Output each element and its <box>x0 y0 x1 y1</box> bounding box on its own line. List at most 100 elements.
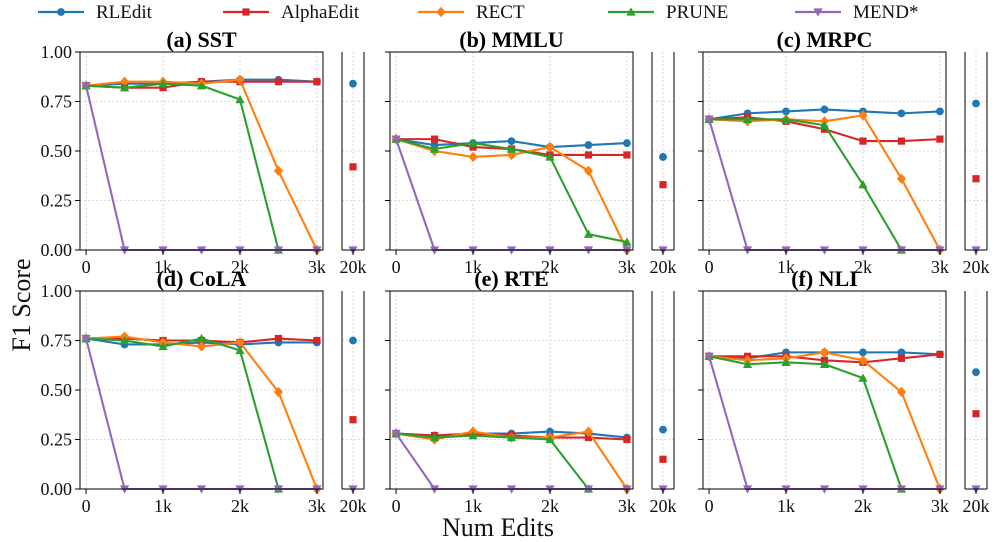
data-point-20k <box>972 410 980 418</box>
legend-label: PRUNE <box>666 2 728 23</box>
data-point <box>391 135 401 144</box>
data-point <box>781 357 791 366</box>
x-tick-label: 0 <box>82 257 91 277</box>
data-point-20k <box>349 163 357 171</box>
data-point <box>622 237 632 246</box>
x-tick-label: 2k <box>854 257 872 277</box>
x-tick-label: 0 <box>705 496 714 516</box>
data-point <box>623 151 631 159</box>
data-point <box>545 434 555 444</box>
x-tick-label: 0 <box>392 496 401 516</box>
x-tick-label: 0 <box>392 257 401 277</box>
x-axis-title: Num Edits <box>442 513 554 542</box>
x-tick-label: 0 <box>705 257 714 277</box>
data-point <box>859 137 867 145</box>
data-point <box>820 105 829 114</box>
x-tick-label-20k: 20k <box>963 496 990 516</box>
data-point <box>545 152 555 161</box>
series-prune <box>391 428 594 493</box>
y-tick-label: 0.00 <box>41 479 73 499</box>
data-point <box>545 141 555 153</box>
x-tick-label: 1k <box>777 496 795 516</box>
data-point-20k <box>349 79 357 88</box>
series-prune <box>391 134 632 246</box>
series-line <box>86 335 318 490</box>
y-tick-label: 0.75 <box>41 92 73 112</box>
series-prune <box>81 79 284 254</box>
x-tick-label: 2k <box>541 257 559 277</box>
data-point <box>468 151 478 163</box>
x-tick-label: 2k <box>231 257 249 277</box>
x-tick-label: 1k <box>777 257 795 277</box>
data-point <box>158 341 168 351</box>
data-point <box>468 430 478 440</box>
data-point <box>819 120 830 129</box>
data-point <box>897 354 906 362</box>
data-point <box>897 109 906 118</box>
data-point <box>196 333 207 343</box>
data-point <box>704 352 714 361</box>
data-point <box>235 94 245 104</box>
data-point <box>896 173 907 184</box>
x-tick-label: 3k <box>931 496 949 516</box>
x-tick-label: 1k <box>154 496 172 516</box>
legend-marker <box>436 6 446 18</box>
series-rect <box>81 331 322 495</box>
x-tick-label: 1k <box>154 257 172 277</box>
x-tick-label-20k: 20k <box>650 496 677 516</box>
data-point <box>507 137 516 146</box>
data-point <box>273 386 284 398</box>
x-tick-label: 3k <box>618 496 636 516</box>
data-point <box>158 79 168 88</box>
y-tick-label: 0.75 <box>41 331 73 351</box>
data-point <box>469 143 477 151</box>
y-tick-label: 0.00 <box>41 240 73 260</box>
x-tick-label-20k: 20k <box>340 257 367 277</box>
x-tick-label: 3k <box>618 257 636 277</box>
data-point-20k <box>972 175 980 183</box>
panels: 0.00 0.25 0.50 0.75 1.00 0 1k 2k 3k 20k (a) SST 0 1k… <box>41 27 990 516</box>
data-point <box>782 107 790 116</box>
data-point <box>742 359 753 368</box>
y-axis-title: F1 Score <box>7 258 36 351</box>
data-point <box>819 359 830 368</box>
x-tick-label: 2k <box>854 496 872 516</box>
panel-mrpc: 0 1k 2k 3k 20k (c) MRPC <box>698 27 990 277</box>
series-mend <box>81 334 358 494</box>
legend: RLEdit AlphaEdit RECT PRUNE MEND* <box>38 2 918 23</box>
legend-label: AlphaEdit <box>281 2 360 23</box>
data-point-20k <box>659 181 667 189</box>
data-point <box>858 373 868 382</box>
data-point-20k <box>349 416 357 424</box>
data-point-20k <box>972 99 980 108</box>
panel-cola: 0.00 0.25 0.50 0.75 1.00 0 1k 2k 3k 20k (d) CoLA <box>41 266 367 516</box>
y-tick-label: 0.50 <box>41 380 73 400</box>
series-line <box>395 432 590 490</box>
data-point <box>858 355 868 366</box>
series-prune <box>704 351 907 493</box>
x-tick-label: 2k <box>231 496 249 516</box>
data-point <box>936 107 944 116</box>
legend-entry-rect: RECT <box>418 2 525 23</box>
series-prune <box>704 114 907 254</box>
data-point <box>235 345 245 355</box>
legend-entry-rledit: RLEdit <box>38 2 153 23</box>
data-point <box>235 74 245 85</box>
series-line <box>708 355 903 490</box>
y-tick-label: 0.50 <box>41 141 73 161</box>
panel-title: (d) CoLA <box>157 266 247 291</box>
data-point <box>936 350 944 358</box>
data-point <box>704 115 714 124</box>
data-point <box>546 427 554 436</box>
data-point <box>429 144 440 153</box>
x-tick-label-20k: 20k <box>650 257 677 277</box>
panel-title: (b) MMLU <box>459 27 564 52</box>
panel-nli: 0 1k 2k 3k 20k (f) NLI <box>698 266 990 516</box>
data-point <box>506 432 517 442</box>
y-tick-label: 0.25 <box>41 430 73 450</box>
legend-label: MEND* <box>853 2 918 23</box>
data-point <box>468 138 478 147</box>
data-point <box>623 435 631 444</box>
series-line <box>708 356 940 491</box>
